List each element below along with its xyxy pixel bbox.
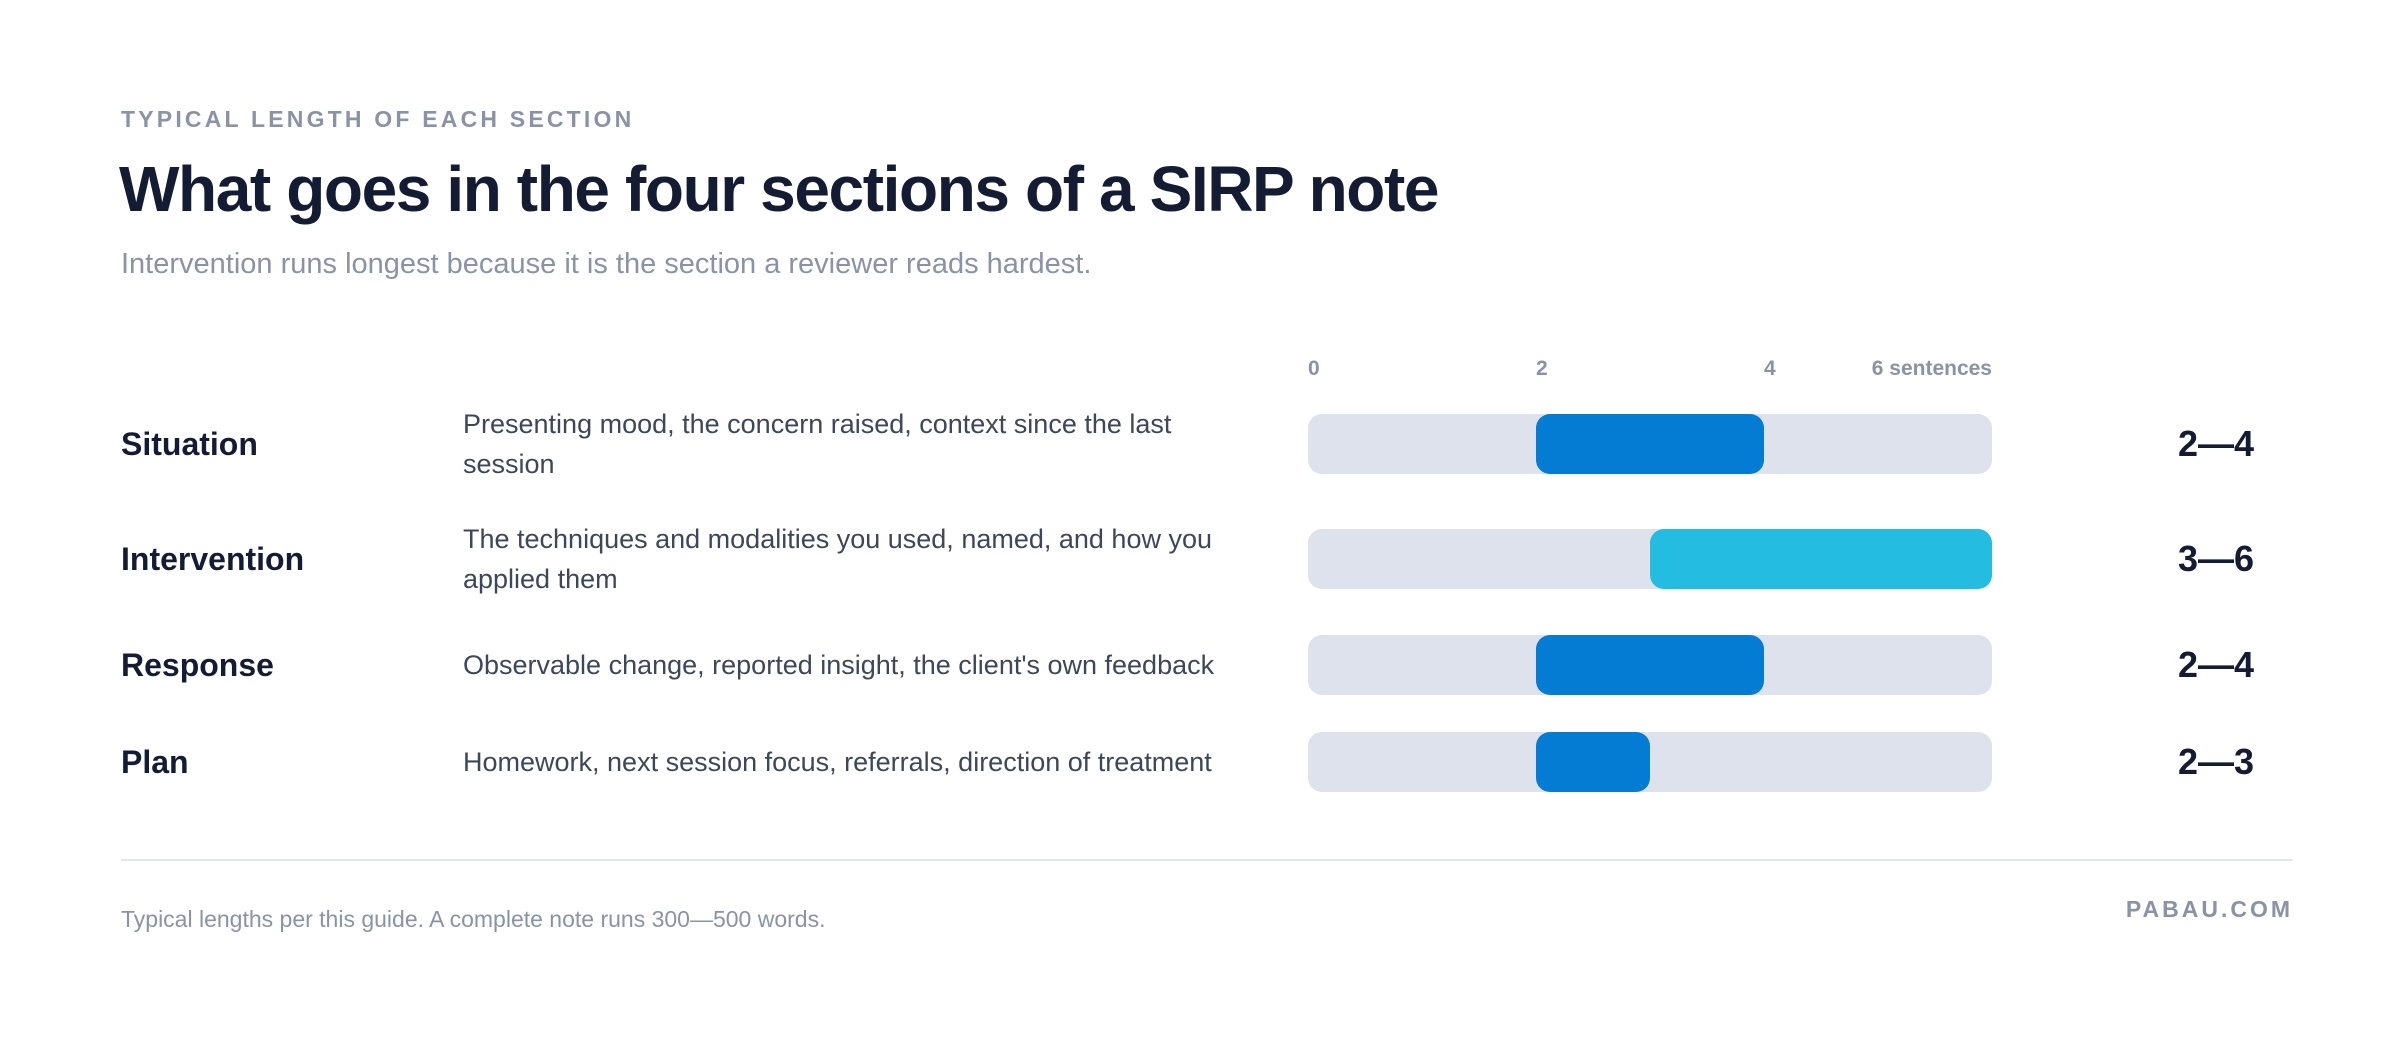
row-description: Homework, next session focus, referrals,… (463, 747, 1212, 777)
row-label: Plan (121, 744, 189, 780)
row-label: Situation (121, 426, 258, 462)
bar-track (1308, 635, 1992, 695)
divider (121, 859, 2293, 861)
brand-label: PABAU.COM (2125, 896, 2293, 922)
page-subtitle: Intervention runs longest because it is … (121, 248, 1092, 280)
range-value-label: 3—6 (2177, 538, 2254, 579)
bar-track (1308, 732, 1992, 792)
range-value-label: 2—4 (2177, 423, 2254, 464)
range-bar (1650, 529, 1992, 589)
axis-tick-label: 4 (1764, 357, 1776, 380)
axis-tick-label: 2 (1536, 357, 1548, 380)
range-bar (1536, 635, 1764, 695)
axis-tick-label: 6 sentences (1871, 357, 1992, 380)
axis-tick-label: 0 (1308, 357, 1320, 380)
row-label: Response (121, 647, 274, 683)
row-description: Presenting mood, the concern raised, con… (463, 409, 1172, 479)
range-value-label: 2—4 (2177, 644, 2254, 685)
bar-track (1308, 529, 1992, 589)
range-bar (1536, 414, 1764, 474)
eyebrow-label: TYPICAL LENGTH OF EACH SECTION (121, 106, 635, 132)
range-bar (1536, 732, 1650, 792)
row-label: Intervention (121, 541, 305, 577)
range-value-label: 2—3 (2177, 741, 2254, 782)
bar-track (1308, 414, 1992, 474)
footer-note: Typical lengths per this guide. A comple… (121, 906, 826, 932)
page-title: What goes in the four sections of a SIRP… (119, 153, 1439, 225)
row-description: Observable change, reported insight, the… (463, 650, 1215, 680)
row-description: The techniques and modalities you used, … (463, 524, 1212, 594)
